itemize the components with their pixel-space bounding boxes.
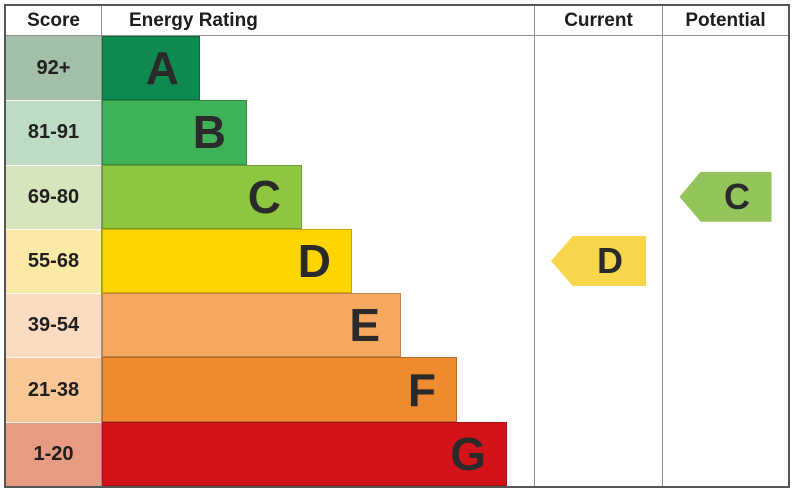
header-energy-rating: Energy Rating (101, 6, 534, 35)
header-potential: Potential (662, 6, 788, 35)
potential-cell (662, 100, 788, 165)
rating-cell: E (101, 293, 534, 358)
band-row: 55-68 D D (6, 228, 788, 294)
potential-cell (662, 36, 788, 101)
score-cell: 92+ (6, 36, 101, 101)
current-cell (534, 36, 662, 101)
rating-cell: F (101, 357, 534, 422)
rating-bar: B (102, 100, 247, 165)
score-range: 1-20 (33, 442, 74, 465)
score-cell: 81-91 (6, 100, 101, 165)
potential-arrow-letter: C (724, 175, 750, 217)
rating-cell: D (101, 228, 534, 294)
rating-letter: A (145, 42, 179, 95)
rating-cell: B (101, 100, 534, 165)
potential-cell (662, 421, 788, 486)
score-range: 69-80 (27, 185, 80, 208)
current-cell (534, 357, 662, 422)
score-cell: 39-54 (6, 293, 101, 358)
rating-bar: C (102, 164, 302, 229)
potential-cell (662, 357, 788, 422)
rating-cell: A (101, 36, 534, 101)
band-row: 92+ A (6, 36, 788, 101)
score-cell: 55-68 (6, 228, 101, 294)
score-range: 55-68 (27, 249, 80, 272)
header-score: Score (27, 9, 80, 31)
rating-letter: F (407, 363, 436, 416)
score-range: 21-38 (27, 378, 80, 401)
rating-letter: B (192, 106, 226, 159)
score-cell: 21-38 (6, 357, 101, 422)
potential-arrow: C (679, 171, 772, 222)
rating-letter: C (247, 170, 281, 223)
band-row: 21-38 F (6, 357, 788, 422)
rating-cell: C (101, 164, 534, 229)
band-row: 69-80 C C (6, 164, 788, 229)
current-cell: D (534, 228, 662, 294)
potential-cell: C (662, 164, 788, 229)
score-range: 92+ (36, 56, 71, 79)
band-row: 81-91 B (6, 100, 788, 165)
score-cell: 69-80 (6, 164, 101, 229)
header-row: Score Energy Rating Current Potential (6, 6, 788, 36)
rating-bar: E (102, 293, 401, 358)
rating-cell: G (101, 421, 534, 486)
rating-letter: D (297, 234, 331, 287)
current-cell (534, 421, 662, 486)
current-cell (534, 164, 662, 229)
current-cell (534, 100, 662, 165)
epc-chart: Score Energy Rating Current Potential 92… (4, 4, 790, 488)
header-current: Current (534, 6, 662, 35)
bands: 92+ A 81-91 B (6, 36, 788, 486)
current-arrow: D (551, 235, 646, 286)
rating-bar: G (102, 421, 507, 486)
potential-cell (662, 228, 788, 294)
score-range: 39-54 (27, 314, 80, 337)
score-range: 81-91 (27, 121, 80, 144)
rating-bar: A (102, 36, 200, 101)
rating-letter: G (450, 427, 486, 480)
band-row: 1-20 G (6, 421, 788, 486)
potential-cell (662, 293, 788, 358)
score-cell: 1-20 (6, 421, 101, 486)
rating-bar: F (102, 357, 457, 422)
current-cell (534, 293, 662, 358)
current-arrow-letter: D (597, 239, 623, 281)
rating-letter: E (349, 299, 380, 352)
rating-bar: D (102, 228, 352, 294)
band-row: 39-54 E (6, 293, 788, 358)
